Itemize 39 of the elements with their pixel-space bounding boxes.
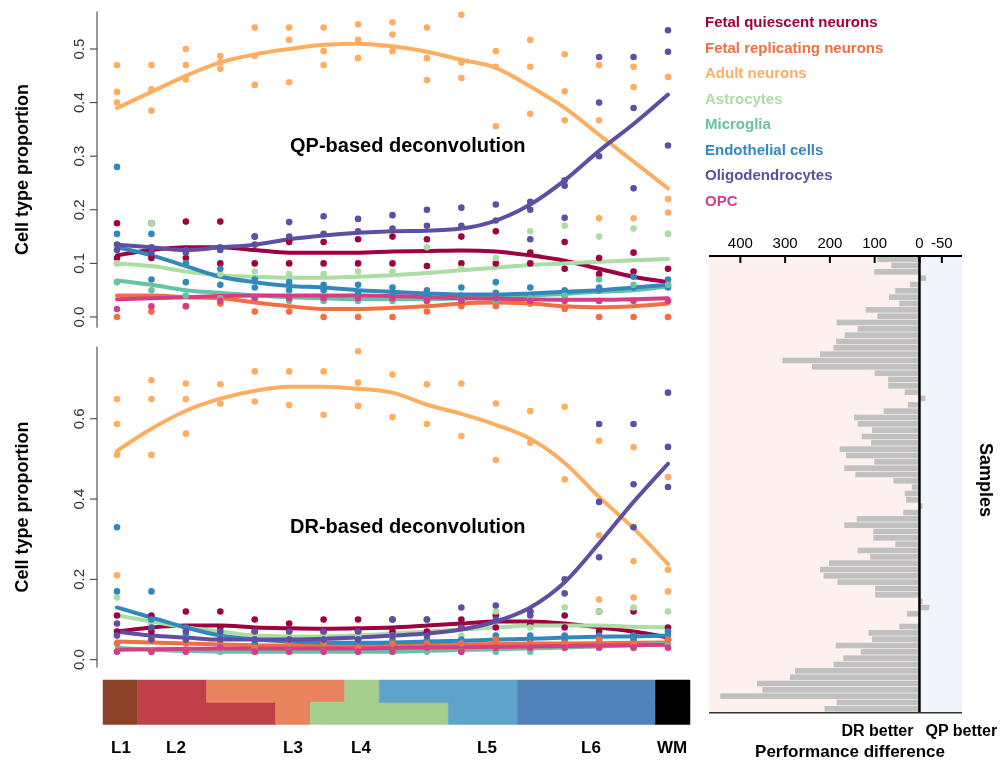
y-tick-label: 0.0 — [70, 649, 87, 671]
y-tick-label: 0.2 — [70, 568, 87, 590]
text: Fetal replicating neurons — [705, 38, 884, 56]
text: L3 — [283, 738, 303, 757]
y-axis-title: Cell type proportion — [12, 84, 32, 256]
y-tick-label: 0.5 — [70, 38, 87, 60]
x-tick-label: -50 — [931, 234, 953, 251]
text: Oligodendrocytes — [705, 166, 833, 183]
text: L1 — [111, 738, 131, 757]
text: L4 — [351, 738, 372, 757]
text: L5 — [477, 738, 497, 757]
x-tick-label: 100 — [862, 234, 888, 251]
y-tick-label: 0.0 — [70, 306, 87, 328]
band-label: DR better — [841, 722, 914, 739]
y-tick-label: 0.4 — [70, 488, 87, 510]
text: Adult neurons — [705, 64, 807, 81]
y-tick-label: 0.3 — [70, 145, 87, 167]
band-label: QP better — [925, 722, 998, 739]
y-tick-label: 0.4 — [70, 92, 87, 114]
y-tick-label: 0.2 — [70, 199, 87, 221]
text: OPC — [705, 191, 738, 209]
text: DR-based deconvolution — [290, 515, 526, 537]
x-tick-label: 200 — [817, 234, 843, 251]
text: QP-based deconvolution — [290, 134, 526, 156]
y-axis-title: Cell type proportion — [12, 421, 32, 593]
text: Endothelial cells — [705, 140, 824, 158]
y-tick-label: 0.1 — [70, 252, 87, 274]
y-tick-label: 0.6 — [70, 408, 87, 430]
x-tick-label: 400 — [727, 234, 753, 251]
text: Fetal quiescent neurons — [705, 13, 878, 30]
text: Astrocytes — [705, 89, 783, 107]
text: L6 — [581, 738, 601, 757]
x-axis-title: Performance difference — [755, 742, 945, 761]
text: L2 — [166, 738, 186, 757]
x-tick-label: 300 — [772, 234, 798, 251]
text: WM — [656, 738, 688, 757]
y-axis-title: Samples — [976, 442, 996, 518]
text: Microglia — [705, 115, 772, 132]
x-tick-label: 0 — [915, 234, 924, 251]
